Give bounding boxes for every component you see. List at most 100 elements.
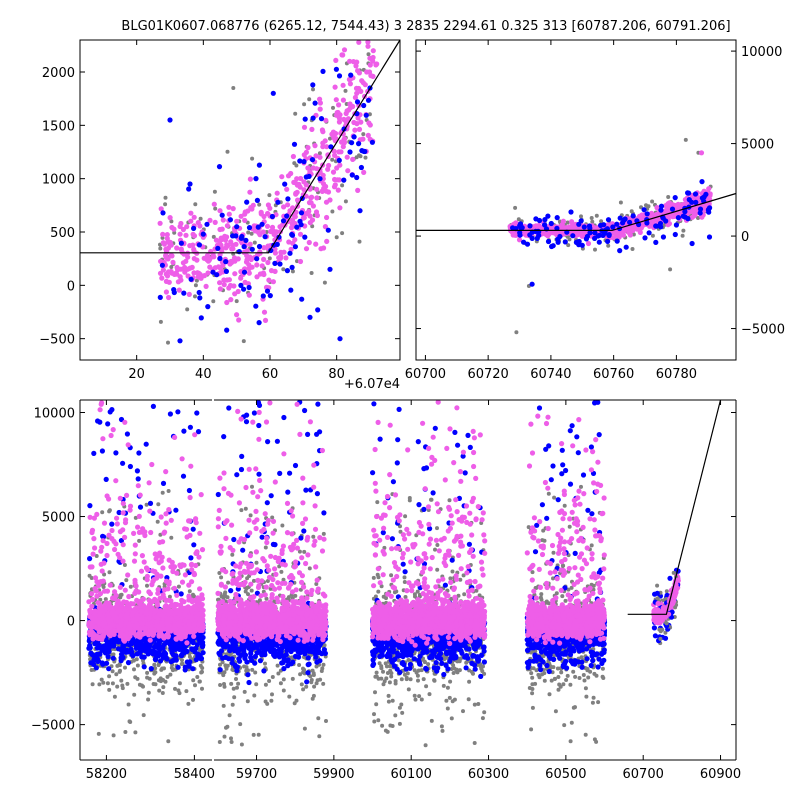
data-point [217, 286, 223, 292]
data-point [96, 731, 101, 736]
data-point [125, 442, 131, 448]
data-point [186, 701, 191, 706]
data-point [171, 226, 177, 232]
data-point [359, 78, 365, 84]
data-point [535, 228, 541, 234]
data-point [570, 221, 576, 227]
data-point [175, 409, 181, 415]
data-point [361, 169, 367, 175]
data-point [95, 600, 101, 606]
data-point [224, 299, 230, 306]
data-point [305, 165, 311, 171]
data-point [176, 584, 181, 589]
data-point [227, 713, 232, 718]
data-point [120, 542, 126, 548]
data-point [170, 668, 175, 673]
data-point [113, 478, 119, 484]
data-point [706, 186, 712, 192]
top-left-frame [79, 39, 401, 361]
data-point [246, 292, 252, 298]
data-point [157, 688, 162, 693]
data-point [557, 233, 563, 240]
top-left-data-points [157, 39, 380, 345]
data-point [180, 260, 186, 266]
data-point [193, 294, 197, 299]
data-point [261, 256, 267, 262]
data-point [177, 681, 182, 686]
data-point [197, 530, 203, 536]
data-point [630, 247, 635, 251]
data-point [139, 683, 144, 688]
data-point [131, 628, 137, 635]
data-point [131, 530, 137, 537]
data-point [297, 258, 304, 265]
data-point [294, 163, 299, 168]
data-point [93, 617, 99, 623]
data-point [124, 599, 130, 606]
data-point [104, 552, 110, 559]
data-point [163, 195, 168, 200]
data-point [340, 52, 346, 58]
data-point [301, 215, 307, 221]
data-point [163, 289, 169, 295]
data-point [86, 645, 92, 651]
data-point [137, 538, 142, 543]
data-point [223, 268, 229, 274]
data-point [347, 58, 353, 64]
data-point [256, 243, 263, 250]
data-point [191, 678, 196, 683]
data-point [332, 176, 338, 183]
data-point [246, 262, 252, 268]
data-point [247, 189, 253, 195]
data-point [174, 592, 180, 598]
data-point [331, 184, 338, 190]
data-point [89, 668, 94, 672]
data-point [100, 661, 106, 667]
data-point [193, 683, 197, 688]
data-point [319, 127, 325, 133]
data-point [99, 400, 105, 406]
data-point [120, 527, 126, 533]
data-point [136, 529, 142, 536]
data-point [120, 460, 126, 466]
data-point [366, 52, 371, 57]
data-point [226, 211, 232, 217]
data-point [196, 242, 202, 248]
data-point [139, 646, 145, 652]
data-point [167, 117, 173, 123]
data-point [131, 639, 137, 646]
data-point [126, 594, 132, 600]
y-tick-label: 500 [50, 226, 75, 241]
data-point [342, 139, 348, 145]
data-point [114, 521, 120, 527]
data-point [180, 473, 187, 479]
data-point [198, 216, 203, 221]
data-point [699, 179, 705, 185]
data-point [177, 691, 182, 696]
x-tick-label: 40 [195, 367, 212, 382]
data-point [347, 149, 353, 155]
data-point [246, 284, 252, 291]
data-point [313, 209, 320, 215]
data-point [256, 162, 262, 168]
data-point [683, 137, 688, 142]
data-point [254, 262, 260, 268]
data-point [104, 588, 111, 594]
data-point [284, 268, 290, 274]
data-point [158, 246, 163, 251]
data-point [190, 526, 196, 532]
data-point [621, 217, 627, 223]
data-point [313, 241, 319, 247]
data-point [125, 660, 132, 666]
data-point [203, 283, 209, 289]
data-point [119, 678, 124, 683]
data-point [89, 527, 96, 533]
x-tick-label: 80 [328, 367, 345, 382]
data-point [221, 282, 227, 288]
data-point [699, 195, 706, 201]
data-point [324, 238, 330, 244]
data-point [115, 663, 120, 668]
data-point [623, 244, 629, 250]
data-point [672, 231, 678, 238]
data-point [109, 527, 115, 534]
